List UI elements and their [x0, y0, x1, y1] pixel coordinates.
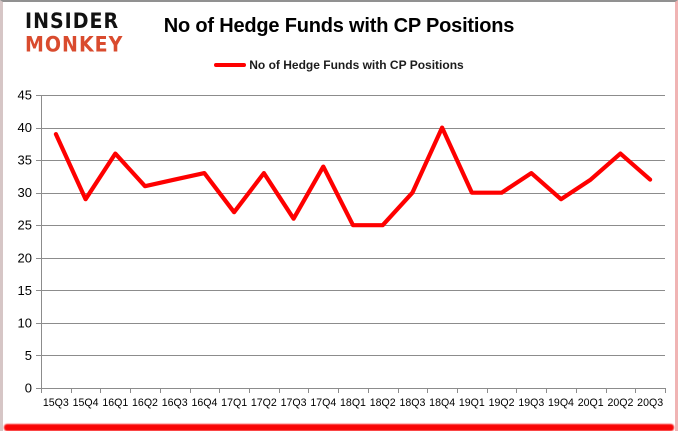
x-tick-label: 19Q1 — [459, 397, 485, 409]
x-tick-label: 16Q1 — [102, 397, 128, 409]
x-tick-label: 15Q4 — [73, 397, 99, 409]
chart-canvas: 0 5 10 15 20 25 30 35 40 45 15Q3 15Q4 16Q1 16Q2 16Q3 16… — [18, 88, 666, 409]
x-tick-label: 17Q3 — [281, 397, 307, 409]
legend: No of Hedge Funds with CP Positions — [3, 58, 675, 72]
chart-title: No of Hedge Funds with CP Positions — [163, 15, 515, 37]
x-tick-label: 20Q2 — [607, 397, 633, 409]
y-tick-label: 10 — [18, 315, 32, 330]
x-axis-labels: 15Q3 15Q4 16Q1 16Q2 16Q3 16Q4 17Q1 17Q2 17Q3 17Q4… — [43, 397, 663, 409]
x-tick-label: 17Q4 — [310, 397, 336, 409]
y-tick-label: 15 — [18, 283, 32, 298]
y-tick-label: 25 — [18, 218, 32, 233]
bottom-accent-bar — [4, 424, 674, 431]
x-tick-label: 19Q2 — [489, 397, 515, 409]
logo-text-insider: INSIDER — [25, 8, 120, 34]
gridlines — [36, 95, 665, 389]
insider-monkey-logo: INSIDER MONKEY — [25, 8, 124, 58]
x-tick-label: 18Q1 — [340, 397, 366, 409]
series-line — [53, 125, 653, 228]
x-tick-label: 20Q3 — [637, 397, 663, 409]
x-tick-label: 16Q2 — [132, 397, 158, 409]
y-tick-label: 40 — [18, 120, 32, 135]
x-tick-label: 19Q3 — [518, 397, 544, 409]
legend-line-swatch — [214, 63, 247, 67]
y-tick-label: 35 — [18, 153, 32, 168]
x-axis-ticks — [41, 388, 666, 393]
x-tick-label: 17Q1 — [221, 397, 247, 409]
y-tick-label: 5 — [25, 348, 32, 363]
y-tick-label: 20 — [18, 250, 32, 265]
y-axis-labels: 0 5 10 15 20 25 30 35 40 45 — [18, 88, 32, 396]
x-tick-label: 20Q1 — [578, 397, 604, 409]
x-tick-label: 16Q4 — [191, 397, 217, 409]
y-tick-label: 45 — [18, 88, 32, 103]
x-tick-label: 18Q2 — [370, 397, 396, 409]
x-tick-label: 15Q3 — [43, 397, 69, 409]
logo-text-monkey: MONKEY — [25, 32, 124, 58]
y-tick-label: 30 — [18, 185, 32, 200]
x-tick-label: 19Q4 — [548, 397, 574, 409]
x-tick-label: 18Q4 — [429, 397, 455, 409]
x-tick-label: 17Q2 — [251, 397, 277, 409]
y-tick-label: 0 — [25, 381, 32, 396]
legend-label: No of Hedge Funds with CP Positions — [249, 58, 464, 72]
x-tick-label: 18Q3 — [399, 397, 425, 409]
x-tick-label: 16Q3 — [162, 397, 188, 409]
